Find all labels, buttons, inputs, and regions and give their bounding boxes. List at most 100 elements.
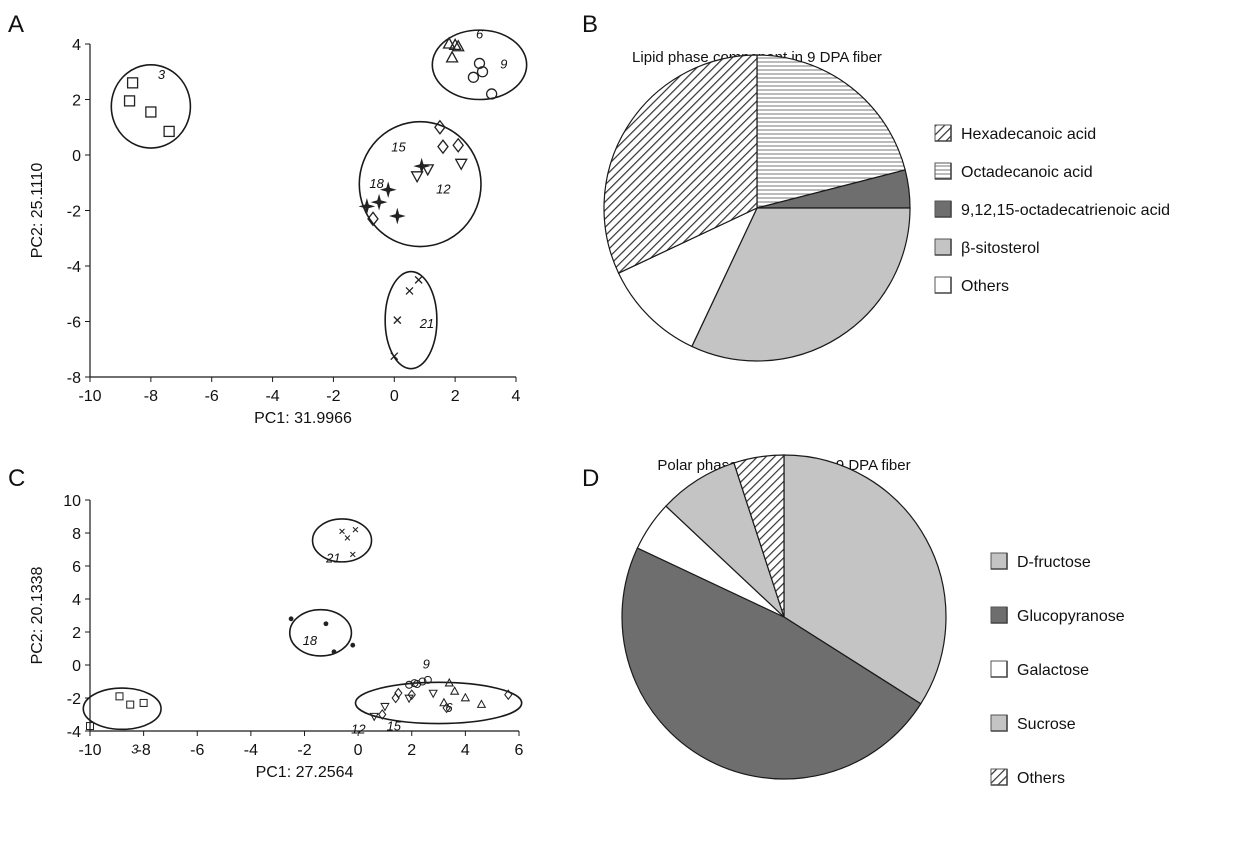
y-tick-label: 10: [63, 493, 81, 510]
legend-entry: Galactose: [1017, 662, 1089, 679]
y-tick-label: -2: [67, 691, 81, 708]
panel-letter-b: B: [582, 11, 598, 38]
legend-swatch: [990, 552, 1008, 570]
y-tick-label: 0: [72, 658, 81, 675]
group-label-3: 3: [158, 67, 166, 82]
data-point-group-9: [486, 88, 498, 100]
x-tick-label: 6: [515, 742, 524, 759]
data-point-group-15: [437, 139, 449, 155]
y-tick-label: 4: [72, 37, 81, 54]
pie-slice-others: [617, 206, 759, 348]
data-point-group-15: [367, 211, 379, 227]
legend-swatch: [990, 660, 1008, 678]
panel-c-scatter: C -10 -8 -6 -4 -2 0 2 4 6 -4 -2 0 2 4 6 8 10 PC1: 27.2564 P…: [8, 465, 524, 781]
pie-slice--sitosterol: [691, 207, 911, 362]
data-point-group-3: [126, 77, 139, 89]
x-tick-label: 0: [390, 388, 399, 405]
legend-entry: Octadecanoic acid: [961, 164, 1093, 181]
x-tick-label: 2: [407, 742, 416, 759]
group-label-18: 18: [369, 176, 384, 191]
x-tick-label: 0: [354, 742, 363, 759]
data-point-group-3: [163, 125, 175, 138]
data-point-group-9: [413, 679, 422, 688]
x-tick-label: -2: [297, 742, 311, 759]
y-axis-label: PC2: 25.1110: [29, 163, 46, 259]
data-point-group-3: [115, 692, 124, 701]
group-label-21: 21: [325, 550, 340, 565]
group-label-18: 18: [303, 633, 318, 648]
pie-slice-others: [733, 454, 785, 618]
legend-swatch-shadow: [991, 769, 1008, 786]
data-point-group-12: [428, 689, 438, 699]
pie-slice-hexadecanoic-acid: [603, 54, 758, 274]
data-point-group-6: [442, 36, 456, 49]
legend-entry: 9,12,15-octadecatrienoic acid: [961, 202, 1170, 219]
y-tick-label: -6: [67, 315, 81, 332]
cluster-ellipse-21: [384, 270, 438, 370]
data-point-group-12: [369, 712, 379, 722]
y-tick-label: -2: [67, 204, 81, 221]
data-point-group-15: [452, 137, 465, 153]
data-point-group-6: [476, 699, 487, 708]
panel-letter-c: C: [8, 465, 25, 492]
x-tick-label: -10: [78, 742, 101, 759]
legend-entry: Sucrose: [1017, 716, 1076, 733]
data-point-group-12: [404, 694, 414, 704]
data-point-group-12: [380, 702, 390, 712]
legend-swatch-shadow: [935, 239, 952, 256]
x-tick-label: -8: [137, 742, 151, 759]
x-tick-label: 4: [512, 388, 521, 405]
legend-swatch: [990, 714, 1008, 732]
data-point-group-21: [349, 551, 356, 558]
x-axis-label: PC1: 31.9966: [254, 410, 352, 427]
data-point-group-15: [378, 709, 387, 720]
data-point-group-3: [123, 95, 136, 107]
legend-swatch-shadow: [935, 277, 952, 294]
legend-swatch-shadow: [991, 553, 1008, 570]
group-label-15: 15: [387, 718, 402, 733]
data-point-group-18: [323, 621, 329, 627]
data-point-group-15: [442, 702, 451, 714]
y-tick-label: 0: [72, 148, 81, 165]
legend-swatch: [990, 606, 1008, 624]
legend-swatch-shadow: [991, 661, 1008, 678]
y-tick-label: 8: [72, 526, 81, 543]
data-point-group-18: [379, 181, 397, 199]
x-tick-label: -2: [326, 388, 340, 405]
data-point-group-18: [331, 649, 337, 655]
data-point-group-21: [344, 535, 351, 541]
data-point-group-15: [504, 689, 513, 701]
data-point-group-18: [370, 193, 388, 211]
data-point-group-3: [126, 700, 135, 709]
group-label-6: 6: [476, 27, 484, 42]
data-point-group-3: [145, 106, 157, 118]
legend-entry: Others: [1017, 770, 1065, 787]
legend-entry: Glucopyranose: [1017, 608, 1125, 625]
x-tick-label: 4: [461, 742, 470, 759]
cluster-ellipse-15: [358, 120, 482, 248]
legend-swatch: [934, 124, 952, 142]
legend-swatch-shadow: [991, 715, 1008, 732]
pie-slice-d-fructose: [783, 454, 947, 705]
data-point-group-15: [434, 119, 446, 135]
x-axis-label: PC1: 27.2564: [256, 764, 354, 781]
y-tick-label: 4: [72, 592, 81, 609]
legend-swatch: [934, 200, 952, 218]
data-point-group-9: [476, 66, 489, 78]
cluster-ellipse-18: [288, 608, 353, 657]
y-tick-label: 2: [72, 93, 81, 110]
legend-swatch: [934, 276, 952, 294]
x-tick-label: -4: [244, 742, 258, 759]
cluster-ellipse-3: [82, 687, 162, 731]
x-tick-label: -6: [205, 388, 219, 405]
y-tick-label: -8: [67, 370, 81, 387]
data-point-group-21: [390, 352, 399, 361]
data-point-group-12: [410, 171, 424, 184]
data-point-group-6: [448, 38, 462, 51]
data-point-group-12: [454, 158, 468, 171]
pie-slice-octadecanoic-acid: [756, 54, 906, 209]
